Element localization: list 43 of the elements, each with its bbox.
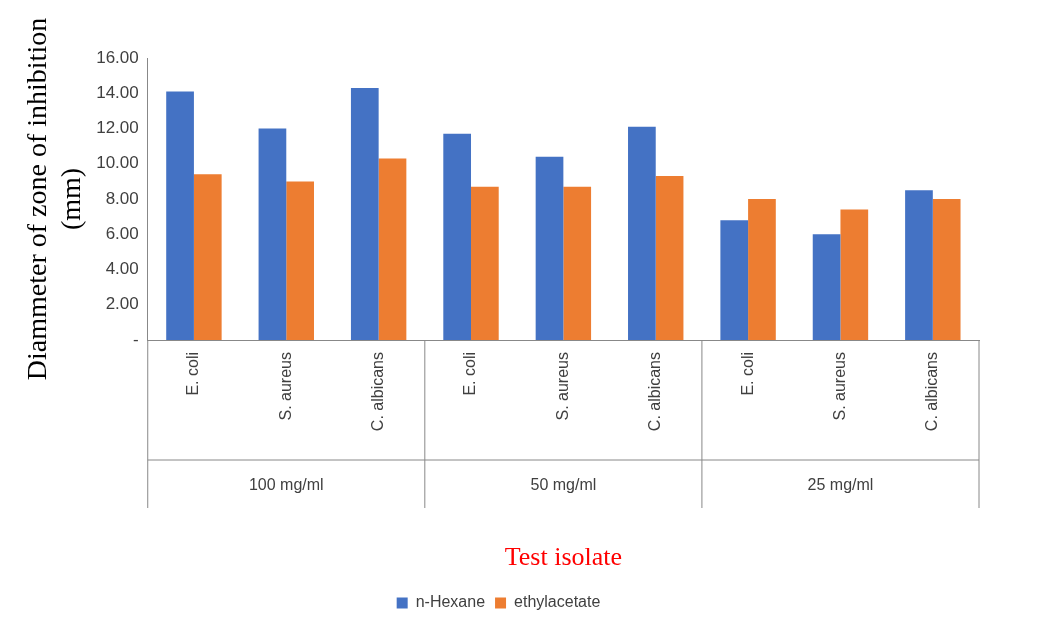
y-tick-label: 16.00 xyxy=(96,47,139,67)
bar xyxy=(193,174,222,340)
y-tick-label: 8.00 xyxy=(105,188,139,208)
bar xyxy=(563,186,592,340)
x-tick-label: S. aureus xyxy=(830,352,848,421)
bar xyxy=(286,181,314,340)
bar xyxy=(812,234,841,340)
bar xyxy=(932,199,961,340)
legend-label: ethylacetate xyxy=(514,593,601,611)
bar xyxy=(166,91,194,340)
bar xyxy=(258,128,287,340)
bar xyxy=(535,156,564,340)
bar xyxy=(655,176,684,340)
bar xyxy=(378,158,407,340)
text: 25 mg/ml xyxy=(807,476,874,494)
y-tick-label: 4.00 xyxy=(105,259,139,279)
y-axis-title: Diammeter of zone of inhibition (mm) xyxy=(21,17,86,381)
x-tick-label: S. aureus xyxy=(553,352,571,421)
x-tick-label: E. coli xyxy=(738,352,756,396)
bar xyxy=(350,87,379,340)
legend-label: n-Hexane xyxy=(415,593,486,611)
y-tick-label: 14.00 xyxy=(96,82,139,102)
y-tick-label: 12.00 xyxy=(96,118,139,138)
y-tick-label: 6.00 xyxy=(105,223,139,243)
bar xyxy=(443,133,472,340)
bar xyxy=(840,209,869,340)
x-tick-label: C. albicans xyxy=(923,352,941,432)
x-tick-label: E. coli xyxy=(461,352,479,396)
bar xyxy=(748,199,776,340)
bar xyxy=(720,220,749,340)
x-tick-label: S. aureus xyxy=(276,352,294,421)
bar xyxy=(628,126,656,340)
y-tick-label: 2.00 xyxy=(105,294,139,314)
y-tick-label: 10.00 xyxy=(96,153,139,173)
x-tick-label: C. albicans xyxy=(646,352,664,432)
text: 100 mg/ml xyxy=(248,476,324,494)
x-axis-title: Test isolate xyxy=(504,541,623,571)
text: 50 mg/ml xyxy=(530,476,597,494)
y-tick-label: - xyxy=(133,329,139,349)
bar xyxy=(471,186,499,340)
x-tick-label: C. albicans xyxy=(369,352,387,432)
x-tick-label: E. coli xyxy=(184,352,202,396)
bar xyxy=(905,190,933,340)
